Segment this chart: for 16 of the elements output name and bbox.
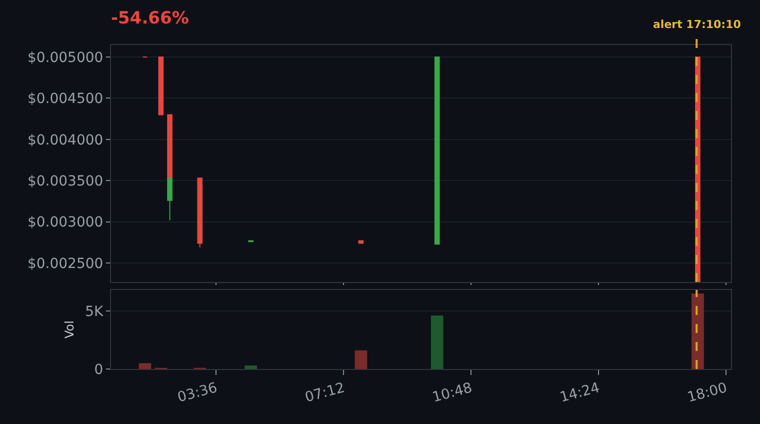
x-tick-label: 10:48 <box>430 380 474 406</box>
x-tick-label: 07:12 <box>303 380 346 406</box>
y-tick-label: $0.002500 <box>27 256 104 272</box>
y-tick-label: $0.003500 <box>27 174 104 190</box>
y-tick-label: $0.004500 <box>27 91 104 108</box>
y-tick-label: 5K <box>85 304 104 320</box>
x-tick-label: 18:00 <box>686 380 729 406</box>
y-tick-label: $0.004000 <box>27 132 104 148</box>
ref-line-label: alert 17:10:10 <box>653 18 742 31</box>
y-axis-title: Vol <box>62 320 76 338</box>
x-tick-label: 14:24 <box>558 380 602 406</box>
y-tick-label: 0 <box>94 362 104 378</box>
y-tick-label: $0.005000 <box>27 50 104 66</box>
x-tick-label: 03:36 <box>176 380 220 406</box>
y-tick-label: $0.003000 <box>27 214 104 231</box>
chart-title: -54.66% <box>111 8 189 28</box>
